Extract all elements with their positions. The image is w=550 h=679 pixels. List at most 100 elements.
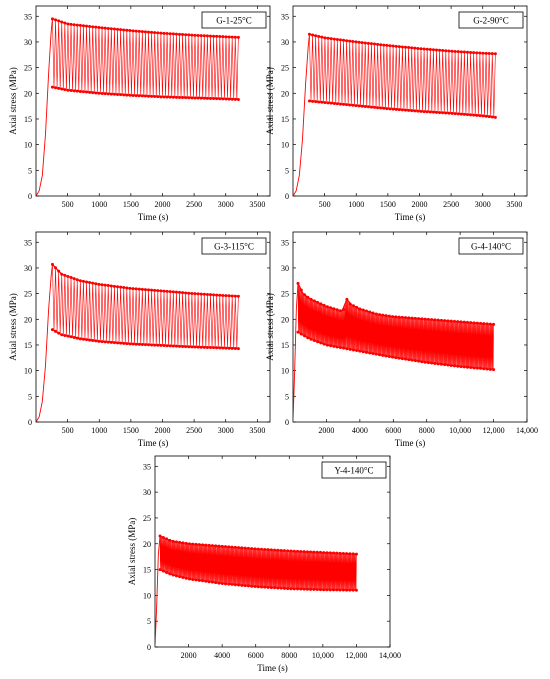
max-envelope-marker <box>174 290 178 294</box>
min-envelope-marker <box>286 587 290 591</box>
min-envelope-marker <box>205 345 209 349</box>
max-envelope-marker <box>187 291 191 295</box>
min-envelope-marker <box>413 109 417 113</box>
min-envelope-marker <box>190 96 194 100</box>
y-tick-label: 10 <box>281 367 289 376</box>
max-envelope-marker <box>348 552 352 556</box>
max-envelope-marker <box>441 49 445 53</box>
min-envelope-marker <box>456 364 460 368</box>
max-envelope-marker <box>88 281 92 285</box>
min-envelope-marker <box>391 107 395 111</box>
max-envelope-marker <box>348 39 352 43</box>
min-envelope-marker <box>469 113 473 117</box>
min-envelope-marker <box>348 103 352 107</box>
min-envelope-marker <box>354 104 358 108</box>
min-envelope-marker <box>174 574 178 578</box>
min-envelope-marker <box>193 96 197 100</box>
max-envelope-marker <box>165 537 169 541</box>
min-envelope-marker <box>184 345 188 349</box>
min-envelope-marker <box>479 366 483 370</box>
max-envelope-marker <box>488 322 492 326</box>
max-envelope-marker <box>484 51 488 55</box>
min-envelope-marker <box>449 363 453 367</box>
min-envelope-marker <box>227 346 231 350</box>
max-envelope-marker <box>371 311 375 315</box>
max-envelope-marker <box>159 289 163 293</box>
max-envelope-marker <box>493 52 497 56</box>
min-envelope-marker <box>168 344 172 348</box>
min-envelope-marker <box>128 342 132 346</box>
min-envelope-marker <box>342 102 346 106</box>
max-envelope-marker <box>171 32 175 36</box>
min-envelope-marker <box>314 100 318 104</box>
chart-panel-3: 0 5 10 15 20 25 30 35 500 1000 1500 2000 2500 3000 350… <box>8 231 271 448</box>
x-tick-label: 2500 <box>186 426 202 435</box>
x-tick-label: 6000 <box>385 426 401 435</box>
min-envelope-marker <box>492 368 496 372</box>
min-envelope-marker <box>199 96 203 100</box>
max-envelope-marker <box>184 33 188 37</box>
max-envelope-marker <box>377 313 381 317</box>
max-envelope-marker <box>161 535 165 539</box>
x-axis-label: Time (s) <box>138 438 168 448</box>
min-envelope-marker <box>187 96 191 100</box>
min-envelope-marker <box>181 96 185 100</box>
min-envelope-marker <box>345 103 349 107</box>
min-envelope-marker <box>122 341 126 345</box>
max-envelope-marker <box>97 26 101 30</box>
min-envelope-marker <box>361 350 365 354</box>
min-envelope-marker <box>423 360 427 364</box>
max-envelope-marker <box>413 46 417 50</box>
min-envelope-marker <box>210 580 214 584</box>
min-envelope-marker <box>103 92 107 96</box>
min-envelope-marker <box>227 97 231 101</box>
min-envelope-marker <box>233 346 237 350</box>
min-envelope-marker <box>384 354 388 358</box>
min-envelope-marker <box>85 90 89 94</box>
min-envelope-marker <box>112 341 116 345</box>
max-envelope-marker <box>335 37 339 41</box>
max-envelope-marker <box>181 33 185 37</box>
y-tick-label: 10 <box>24 141 32 150</box>
min-envelope-marker <box>256 585 260 589</box>
legend-label: G-4-140°C <box>471 242 511 252</box>
min-envelope-marker <box>374 352 378 356</box>
max-envelope-marker <box>317 34 321 38</box>
min-envelope-marker <box>315 588 319 592</box>
min-envelope-marker <box>355 349 359 353</box>
max-envelope-marker <box>329 306 333 310</box>
max-envelope-marker <box>253 547 257 551</box>
min-envelope-marker <box>260 585 264 589</box>
max-envelope-marker <box>156 289 160 293</box>
min-envelope-marker <box>97 339 101 343</box>
max-envelope-marker <box>199 34 203 38</box>
min-envelope-marker <box>125 93 129 97</box>
min-envelope-marker <box>184 96 188 100</box>
max-envelope-marker <box>303 293 307 297</box>
min-envelope-marker <box>307 99 311 103</box>
min-envelope-marker <box>81 337 85 341</box>
max-envelope-marker <box>335 308 339 312</box>
max-envelope-marker <box>112 27 116 31</box>
min-envelope-marker <box>207 580 211 584</box>
y-tick-label: 5 <box>285 166 289 175</box>
max-envelope-marker <box>81 279 85 283</box>
x-tick-label: 2000 <box>318 426 334 435</box>
y-tick-label: 0 <box>28 192 32 201</box>
y-tick-label: 25 <box>281 290 289 299</box>
y-tick-label: 15 <box>143 566 151 575</box>
min-envelope-marker <box>371 352 375 356</box>
max-envelope-marker <box>66 22 70 26</box>
y-tick-label: 35 <box>281 238 289 247</box>
max-envelope-marker <box>177 290 181 294</box>
min-envelope-marker <box>456 112 460 116</box>
max-envelope-marker <box>171 539 175 543</box>
max-envelope-marker <box>328 551 332 555</box>
max-envelope-marker <box>194 542 198 546</box>
max-envelope-marker <box>125 286 129 290</box>
min-envelope-marker <box>103 340 107 344</box>
max-envelope-marker <box>345 552 349 556</box>
max-envelope-marker <box>332 37 336 41</box>
max-envelope-marker <box>50 262 54 266</box>
